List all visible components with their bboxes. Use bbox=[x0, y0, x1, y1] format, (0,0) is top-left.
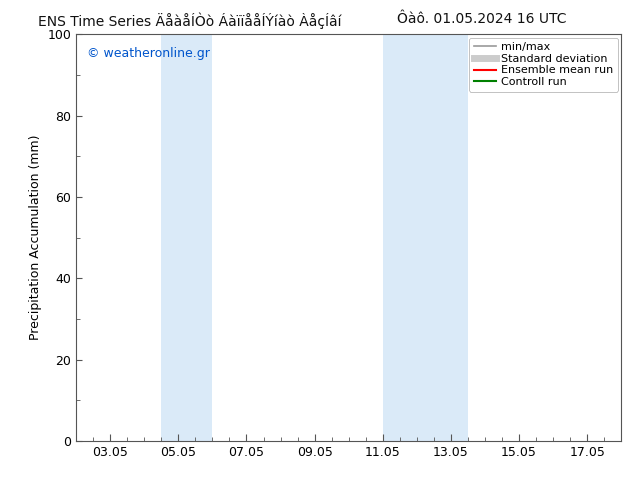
Text: © weatheronline.gr: © weatheronline.gr bbox=[87, 47, 210, 59]
Bar bbox=[383, 34, 468, 441]
Text: Ôàô. 01.05.2024 16 UTC: Ôàô. 01.05.2024 16 UTC bbox=[397, 12, 567, 26]
Text: ENS Time Series ÄåàåÍÒò ÁàïïååÍÝíàò ÀåçÍâí: ENS Time Series ÄåàåÍÒò ÁàïïååÍÝíàò ÀåçÍ… bbox=[39, 12, 342, 29]
Y-axis label: Precipitation Accumulation (mm): Precipitation Accumulation (mm) bbox=[29, 135, 42, 341]
Legend: min/max, Standard deviation, Ensemble mean run, Controll run: min/max, Standard deviation, Ensemble me… bbox=[469, 38, 618, 92]
Bar bbox=[161, 34, 212, 441]
